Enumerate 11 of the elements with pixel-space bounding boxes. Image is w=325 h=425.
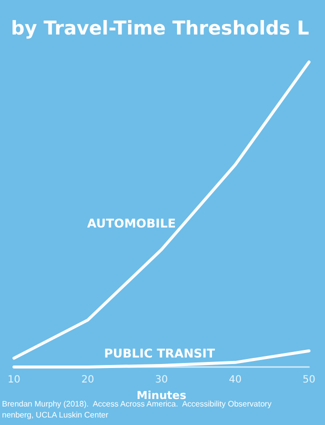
series-label: PUBLIC TRANSIT (104, 346, 216, 360)
chart-title: by Travel-Time Thresholds L (11, 18, 310, 40)
x-tick-label: 20 (81, 374, 94, 386)
x-tick-label: 40 (228, 374, 242, 386)
x-tick-label: 10 (8, 374, 20, 386)
text: Brendan Murphy (2018). Access Across America. Accessibility Observatory (2, 400, 272, 408)
text: nenberg, UCLA Luskin Center (2, 410, 109, 420)
series-label: AUTOMOBILE (87, 216, 176, 231)
x-tick-label: 30 (155, 374, 168, 386)
x-tick-label: 50 (302, 374, 316, 386)
x-axis-title: Minutes (136, 388, 187, 402)
